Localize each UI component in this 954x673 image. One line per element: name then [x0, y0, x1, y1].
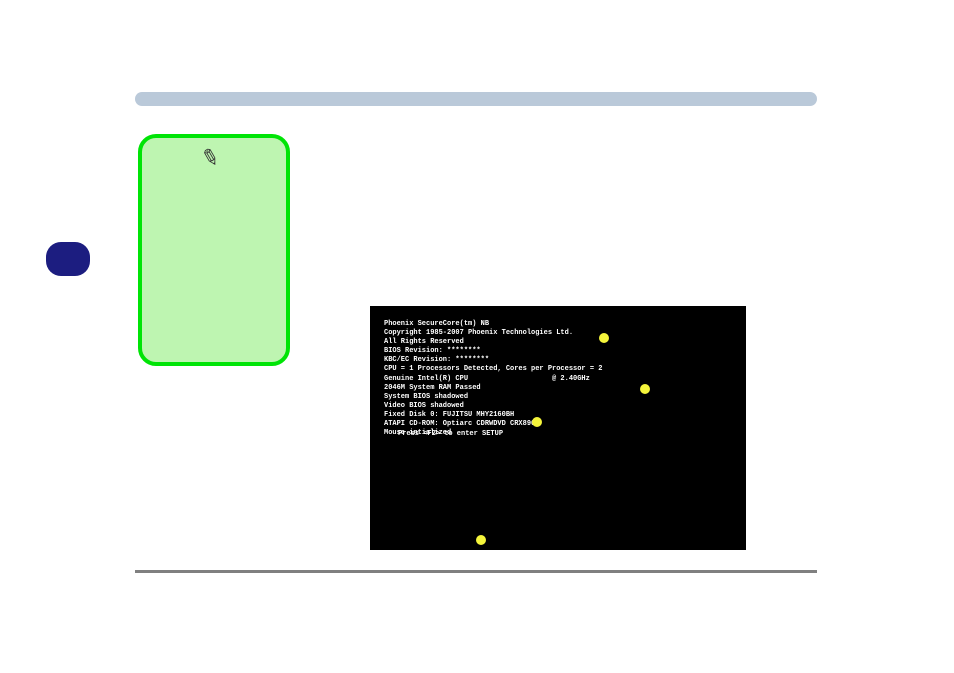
bios-line: Phoenix SecureCore(tm) NB — [384, 320, 732, 329]
annotation-dot-icon — [599, 333, 609, 343]
annotation-dot-icon — [476, 535, 486, 545]
bios-line: Fixed Disk 0: FUJITSU MHY2160BH — [384, 411, 732, 420]
header-bar — [135, 92, 817, 106]
bios-boot-screen: Phoenix SecureCore(tm) NB Copyright 1985… — [370, 306, 746, 550]
annotation-dot-icon — [532, 417, 542, 427]
bios-line: Video BIOS shadowed — [384, 402, 732, 411]
bios-line: KBC/EC Revision: ******** — [384, 356, 732, 365]
bios-line: Copyright 1985-2007 Phoenix Technologies… — [384, 329, 732, 338]
side-tab — [46, 242, 90, 276]
annotation-dot-icon — [640, 384, 650, 394]
bios-line: System BIOS shadowed — [384, 393, 732, 402]
bios-line: All Rights Reserved — [384, 338, 732, 347]
bios-line: ATAPI CD-ROM: Optiarc CDRWDVD CRX890S — [384, 420, 732, 429]
bios-line: BIOS Revision: ******** — [384, 347, 732, 356]
bios-line: 2046M System RAM Passed — [384, 384, 732, 393]
bios-line: Genuine Intel(R) CPU @ 2.40GHz — [384, 375, 732, 384]
footer-divider — [135, 570, 817, 573]
bios-line: CPU = 1 Processors Detected, Cores per P… — [384, 365, 732, 374]
bios-setup-prompt: Press <F2> to enter SETUP — [398, 430, 746, 439]
